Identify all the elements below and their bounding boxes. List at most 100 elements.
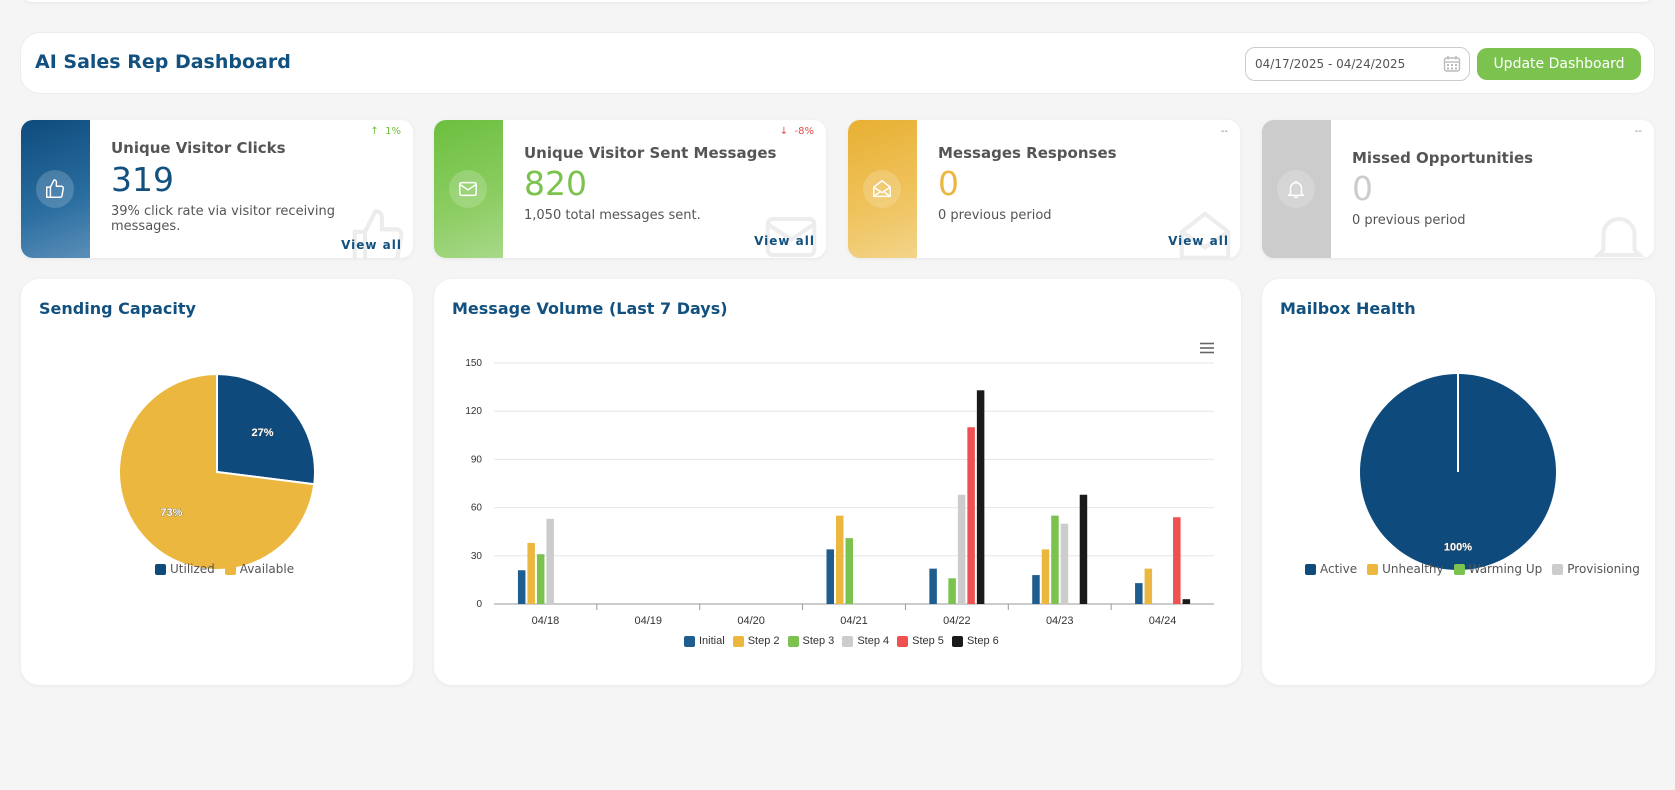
- legend-swatch: [1305, 563, 1316, 575]
- bar-step-2[interactable]: [836, 515, 844, 604]
- bar-step-6[interactable]: [1079, 494, 1088, 604]
- card-trend: ↑ 1%: [370, 126, 401, 137]
- y-tick-label: 90: [471, 454, 483, 465]
- bar-step-6[interactable]: [1182, 599, 1191, 604]
- chart-menu-icon[interactable]: [1199, 342, 1215, 354]
- legend-label: Step 2: [747, 635, 780, 647]
- panel-title: Mailbox Health: [1280, 299, 1416, 318]
- card-band: [848, 120, 917, 258]
- bar-step-3[interactable]: [948, 578, 956, 604]
- card-title: Missed Opportunities: [1352, 149, 1534, 167]
- legend-swatch: [1367, 563, 1379, 575]
- bar-step-6[interactable]: [976, 390, 985, 604]
- card-trend: --: [1220, 126, 1228, 137]
- legend-swatch: [684, 635, 695, 647]
- bar-step-2[interactable]: [527, 542, 535, 604]
- open-envelope-watermark-icon: [1179, 211, 1231, 258]
- mailbox-health-panel: Mailbox Health 100% Active Unhealthy Warmi…: [1262, 279, 1655, 685]
- card-value: 319: [111, 160, 174, 199]
- legend-swatch: [897, 635, 909, 647]
- legend-label: Step 3: [802, 635, 835, 647]
- legend-label: Warming Up: [1468, 562, 1543, 576]
- legend-label: Step 6: [966, 635, 999, 647]
- bar-step-4[interactable]: [957, 494, 966, 604]
- x-tick-label: 04/18: [532, 615, 560, 627]
- card-subtext: 0 previous period: [1352, 213, 1466, 228]
- sending-capacity-pie-chart: 27% 73%: [118, 372, 316, 571]
- volume-legend-item[interactable]: Step 6: [951, 635, 999, 647]
- card-value: 820: [524, 164, 587, 203]
- card-band: [21, 120, 90, 258]
- health-legend-item[interactable]: Unhealthy: [1367, 562, 1444, 576]
- view-all-link[interactable]: View all: [754, 234, 815, 248]
- card-unique-visitor-sent-messages: Unique Visitor Sent Messages 820 1,050 t…: [434, 120, 826, 258]
- bar-initial[interactable]: [826, 549, 835, 604]
- x-tick-label: 04/24: [1149, 615, 1177, 627]
- bar-step-4[interactable]: [1060, 523, 1069, 604]
- bar-step-3[interactable]: [1051, 515, 1059, 604]
- capacity-legend-item[interactable]: Available: [224, 562, 294, 576]
- bar-step-5[interactable]: [967, 427, 975, 604]
- calendar-icon[interactable]: [1443, 55, 1461, 73]
- envelope-icon: [449, 170, 487, 208]
- x-tick-label: 04/20: [737, 615, 765, 627]
- card-band: [1262, 120, 1331, 258]
- capacity-legend-item[interactable]: Utilized: [155, 562, 215, 576]
- card-subtext: 39% click rate via visitor receiving mes…: [111, 204, 335, 234]
- legend-swatch: [787, 635, 799, 647]
- update-dashboard-button[interactable]: Update Dashboard: [1477, 48, 1641, 80]
- bar-step-2[interactable]: [1144, 568, 1153, 604]
- view-all-link[interactable]: View all: [341, 238, 402, 252]
- bell-icon: [1277, 170, 1315, 208]
- bar-initial[interactable]: [1135, 583, 1143, 604]
- thumbs-up-watermark-icon: [352, 209, 404, 258]
- legend-label: Step 5: [912, 635, 944, 647]
- card-subtext: 1,050 total messages sent.: [524, 208, 701, 223]
- x-tick-label: 04/19: [635, 615, 663, 627]
- y-tick-label: 60: [471, 503, 483, 514]
- volume-legend-item[interactable]: Step 4: [842, 635, 889, 647]
- pie-slice-available[interactable]: [118, 372, 316, 571]
- thumbs-up-icon: [36, 170, 74, 208]
- volume-legend-item[interactable]: Step 5: [897, 635, 944, 647]
- legend-swatch: [155, 563, 166, 575]
- bar-step-3[interactable]: [845, 538, 854, 604]
- bar-step-2[interactable]: [1041, 549, 1050, 604]
- bar-initial[interactable]: [929, 568, 937, 604]
- legend-label: Provisioning: [1567, 562, 1640, 576]
- volume-legend-item[interactable]: Step 3: [787, 635, 835, 647]
- legend-swatch: [1453, 563, 1465, 575]
- card-value: 0: [938, 164, 959, 203]
- arrow-up-icon: ↑: [370, 126, 379, 137]
- arrow-down-icon: ↓: [779, 126, 789, 137]
- message-volume-bar-chart: 0 30 60 90 120 150 04/18 04/19 04/20 04/21 04/22 04…: [465, 358, 1214, 627]
- date-range-input[interactable]: 04/17/2025 - 04/24/2025: [1245, 47, 1470, 81]
- card-title: Unique Visitor Clicks: [111, 139, 286, 157]
- x-tick-label: 04/21: [840, 615, 868, 627]
- y-tick-label: 0: [476, 599, 482, 610]
- open-envelope-icon: [863, 170, 901, 208]
- pie-slice-utilized[interactable]: [216, 372, 316, 486]
- health-legend-item[interactable]: Warming Up: [1453, 562, 1543, 576]
- bar-step-4[interactable]: [546, 518, 554, 604]
- bar-initial[interactable]: [1032, 575, 1040, 604]
- dashboard-header: AI Sales Rep Dashboard 04/17/2025 - 04/2…: [20, 32, 1655, 94]
- mailbox-health-legend: Active Unhealthy Warming Up Provisioning: [1305, 562, 1640, 576]
- panel-title: Message Volume (Last 7 Days): [452, 299, 728, 318]
- bar-initial[interactable]: [517, 570, 526, 604]
- view-all-link[interactable]: View all: [1168, 234, 1229, 248]
- health-legend-item[interactable]: Provisioning: [1552, 562, 1640, 576]
- mailbox-health-pie-chart: 100%: [1360, 374, 1556, 570]
- message-volume-legend: Initial Step 2 Step 3 Step 4 Step 5 Step 6: [684, 635, 999, 647]
- legend-label: Unhealthy: [1382, 562, 1444, 576]
- health-legend-item[interactable]: Active: [1305, 562, 1357, 576]
- y-tick-label: 30: [471, 551, 483, 562]
- bar-step-3[interactable]: [536, 554, 545, 604]
- volume-legend-item[interactable]: Step 2: [732, 635, 780, 647]
- card-trend: ↓ -8%: [779, 126, 814, 137]
- volume-legend-item[interactable]: Initial: [684, 635, 725, 647]
- legend-label: Initial: [699, 635, 725, 647]
- bar-step-5[interactable]: [1173, 517, 1181, 604]
- panel-title: Sending Capacity: [39, 299, 196, 318]
- legend-swatch: [1552, 563, 1564, 575]
